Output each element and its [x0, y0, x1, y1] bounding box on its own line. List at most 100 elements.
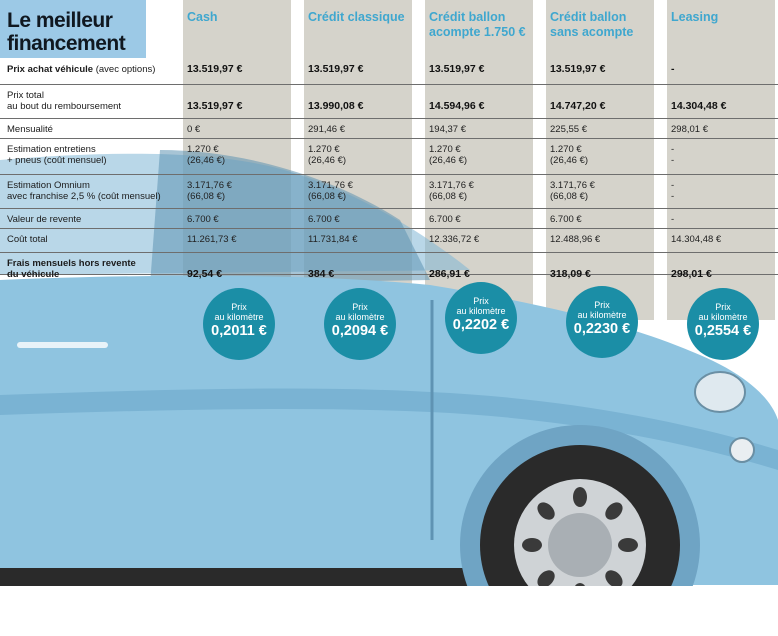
rim-hole: [605, 502, 623, 520]
table-cell: 13.519,97 €: [187, 63, 243, 75]
table-cell-secondary: (26,46 €): [187, 155, 226, 166]
table-cell: 11.731,84 €: [308, 234, 358, 245]
table-cell: -: [671, 63, 675, 75]
table-cell: 14.747,20 €: [550, 100, 606, 112]
table-cell: 3.171,76 €: [550, 180, 595, 191]
row-label-line: Estimation entretiens: [7, 144, 96, 155]
table-cell: 14.304,48 €: [671, 234, 722, 245]
row-label: Valeur de revente: [7, 214, 82, 225]
row-divider: [0, 138, 778, 139]
badge-caption: Prix au kilomètre: [445, 296, 517, 316]
badge-caption: Prix au kilomètre: [324, 302, 396, 322]
badge-value: 0,2011 €: [211, 323, 267, 339]
table-cell: 298,01 €: [671, 124, 708, 135]
badge-caption: Prix au kilomètre: [566, 300, 638, 320]
table-cell: 13.519,97 €: [187, 100, 243, 112]
badge-caption: Prix au kilomètre: [687, 302, 759, 322]
table-cell-secondary: (66,08 €): [308, 191, 347, 202]
badge-caption-line: au kilomètre: [577, 310, 627, 320]
table-cell-secondary: (66,08 €): [550, 191, 589, 202]
table-cell: 1.270 €: [429, 144, 461, 155]
row-divider: [0, 84, 778, 85]
badge-caption-line: au kilomètre: [456, 306, 506, 316]
table-cell: 11.261,73 €: [187, 234, 237, 245]
table-cell: 6.700 €: [308, 214, 340, 225]
headlight: [694, 371, 746, 413]
table-cell: 3.171,76 €: [429, 180, 474, 191]
row-label: Estimation Omnium avec franchise 2,5 % (c…: [7, 180, 182, 202]
badge-caption-line: Prix: [594, 300, 610, 310]
row-label: Prix achat véhicule (avec options): [7, 64, 182, 75]
badge-caption-line: au kilomètre: [698, 312, 748, 322]
table-cell: -: [671, 144, 675, 155]
table-cell: 92,54 €: [187, 268, 223, 280]
price-per-km-badge: Prix au kilomètre 0,2554 €: [687, 288, 759, 360]
badge-caption-line: Prix: [231, 302, 247, 312]
page-title: Le meilleur financement: [7, 9, 126, 55]
table-cell: -: [671, 214, 675, 225]
row-divider: [0, 208, 778, 209]
table-cell: 13.519,97 €: [429, 63, 485, 75]
table-cell: 1.270 €: [550, 144, 582, 155]
badge-value: 0,2202 €: [452, 317, 510, 333]
table-cell-secondary: (26,46 €): [429, 155, 468, 166]
price-per-km-badge: Prix au kilomètre 0,2094 €: [324, 288, 396, 360]
table-cell-secondary: -: [671, 191, 675, 202]
row-divider: [0, 252, 778, 253]
rim-hole: [537, 502, 555, 520]
row-divider: [0, 274, 778, 275]
table-cell: 291,46 €: [308, 124, 345, 135]
table-cell: 13.990,08 €: [308, 100, 364, 112]
table-cell: 3.171,76 €: [308, 180, 353, 191]
table-cell: 1.270 €: [187, 144, 219, 155]
table-cell: 13.519,97 €: [550, 63, 606, 75]
table-cell: 318,09 €: [550, 268, 591, 280]
column-header: Leasing: [671, 10, 719, 24]
rim-hole: [537, 570, 555, 588]
table-cell-secondary: (66,08 €): [429, 191, 468, 202]
row-label-line: Estimation Omnium: [7, 180, 90, 191]
table-cell: 0 €: [187, 124, 201, 135]
price-per-km-badge: Prix au kilomètre 0,2230 €: [566, 286, 638, 358]
badge-caption-line: au kilomètre: [335, 312, 385, 322]
row-label-line: Frais mensuels hors revente: [7, 258, 136, 269]
car-bumper-shadow: [0, 568, 520, 586]
table-cell: 1.270 €: [308, 144, 340, 155]
title-background: [0, 0, 146, 58]
table-cell: 384 €: [308, 268, 335, 280]
column-background: [546, 0, 654, 320]
badge-value: 0,2230 €: [573, 321, 631, 337]
badge-caption-line: Prix: [352, 302, 368, 312]
row-divider: [0, 174, 778, 175]
row-label-rest: (avec options): [93, 64, 156, 75]
table-cell: -: [671, 180, 675, 191]
row-label: Estimation entretiens + pneus (coût mensu…: [7, 144, 182, 166]
column-header: Crédit ballon acompte 1.750 €: [429, 10, 526, 39]
badge-value: 0,2554 €: [694, 323, 752, 339]
badge-caption-line: au kilomètre: [214, 312, 264, 322]
row-divider: [0, 228, 778, 229]
rim-center: [548, 513, 612, 577]
badge-value: 0,2094 €: [331, 323, 389, 339]
table-cell: 6.700 €: [550, 214, 582, 225]
rim-hole: [573, 487, 587, 507]
badge-caption: Prix au kilomètre: [203, 302, 275, 322]
price-per-km-badge: Prix au kilomètre 0,2202 €: [445, 282, 517, 354]
price-per-km-badge: Prix au kilomètre 0,2011 €: [203, 288, 275, 360]
car-window: [150, 150, 430, 285]
row-label-line: du véhicule: [7, 269, 60, 280]
rim-hole: [605, 570, 623, 588]
table-cell-secondary: (66,08 €): [187, 191, 226, 202]
table-cell: 12.336,72 €: [429, 234, 480, 245]
table-cell-secondary: (26,46 €): [308, 155, 347, 166]
column-header: Crédit ballon sans acompte: [550, 10, 634, 39]
row-label-line: au bout du remboursement: [7, 101, 122, 112]
row-label: Mensualité: [7, 124, 53, 135]
table-cell-secondary: -: [671, 155, 675, 166]
table-cell: 286,91 €: [429, 268, 470, 280]
rim-hole: [522, 538, 542, 552]
row-label-bold: Prix achat véhicule: [7, 64, 94, 75]
rim-hole: [618, 538, 638, 552]
ground: [0, 586, 778, 636]
